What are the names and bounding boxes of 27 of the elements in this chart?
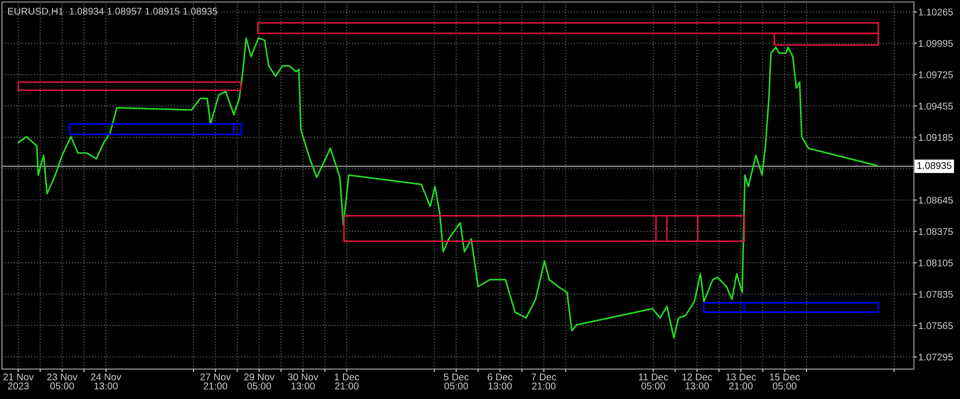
y-tick-label: 1.07835 [918,290,953,298]
x-tick-label: 11 Dec 05:00 [638,374,668,390]
x-tick-label: 23 Nov 05:00 [47,374,78,390]
y-tick-label: 1.09995 [918,40,953,47]
x-tick-label: 13 Dec 21:00 [726,374,756,390]
x-tick-label: 6 Dec 13:00 [488,374,512,390]
y-tick-label: 1.10265 [918,8,953,16]
y-tick-label: 1.07565 [918,322,953,330]
x-tick-label: 21 Nov 2023 [3,374,34,390]
y-tick-label: 1.08375 [918,228,953,236]
y-tick-label: 1.09725 [918,71,953,78]
y-tick-label: 1.08645 [918,196,953,204]
ref-line-label: 1.08935 [917,162,952,169]
x-tick-label: 30 Nov 13:00 [288,374,318,390]
x-tick-label: 5 Dec 05:00 [444,374,469,390]
x-tick-label: 29 Nov 05:00 [244,374,275,390]
text: EURUSD,H1 1.08934 1.08957 1.08915 1.08935 [8,8,218,16]
x-tick-label: 24 Nov 13:00 [91,374,122,390]
x-tick-label: 7 Dec 21:00 [532,374,556,390]
y-tick-label: 1.09455 [918,102,953,110]
y-tick-label: 1.08105 [918,260,953,266]
x-tick-label: 1 Dec 21:00 [334,374,360,390]
y-tick-label: 1.07295 [918,354,953,360]
x-tick-label: 27 Nov 21:00 [200,374,231,390]
y-tick-label: 1.09185 [918,134,953,141]
x-tick-label: 15 Dec 05:00 [770,374,800,390]
x-tick-label: 12 Dec 13:00 [682,374,712,390]
